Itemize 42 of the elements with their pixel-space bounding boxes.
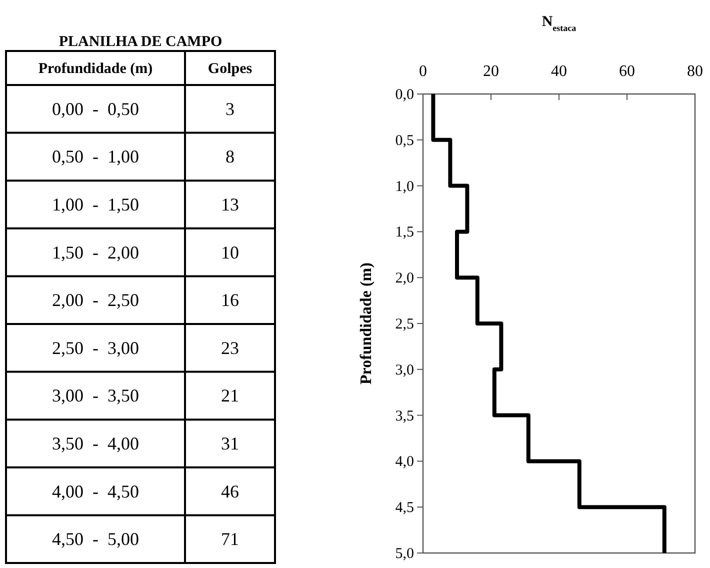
y-tick-label: 3,0 [395, 362, 414, 378]
y-tick-label: 2,5 [395, 316, 414, 332]
category-label: 1,00 - 1,50 [52, 194, 139, 214]
category-label: 0,00 - 0,50 [52, 98, 139, 119]
x-tick-label: 0 [419, 63, 427, 80]
y-tick-label: 1,5 [395, 224, 414, 241]
y-axis-title: Profundidade (m) [358, 262, 375, 384]
category-label: 1,50 - 2,00 [52, 242, 139, 262]
data-label: 23 [221, 338, 239, 358]
y-tick-label: 4,0 [395, 454, 414, 470]
y-tick-label: 3,5 [395, 408, 414, 424]
category-label: 3,50 - 4,00 [52, 434, 139, 454]
data-label: 8 [226, 146, 234, 167]
x-tick-label: 80 [687, 63, 703, 80]
text: Golpes [208, 61, 252, 77]
y-tick-label: 2,0 [395, 270, 414, 287]
data-label: 46 [221, 481, 239, 502]
category-label: 4,50 - 5,00 [52, 529, 139, 550]
x-tick-label: 60 [619, 63, 635, 80]
line-series [431, 92, 666, 555]
text: Profundidade (m) [38, 61, 153, 77]
y-tick-label: 0,5 [395, 132, 414, 149]
data-label: 3 [226, 98, 234, 119]
y-tick-label: 5,0 [395, 546, 414, 562]
y-tick-label: 0,0 [395, 87, 414, 103]
data-label: 16 [221, 290, 239, 310]
x-tick-label: 20 [483, 63, 499, 80]
data-label: 21 [221, 386, 239, 406]
data-label: 13 [221, 194, 239, 214]
category-label: 2,00 - 2,50 [52, 290, 139, 310]
data-label: 71 [221, 529, 239, 550]
category-label: 0,50 - 1,00 [52, 146, 139, 167]
x-axis-title: N$_{estaca}$ [542, 14, 577, 33]
y-tick-label: 4,5 [395, 500, 414, 516]
category-label: 4,00 - 4,50 [52, 481, 139, 502]
text: PLANILHA DE CAMPO [58, 34, 222, 50]
data-label: 10 [221, 242, 239, 262]
category-label: 2,50 - 3,00 [52, 338, 139, 358]
category-label: 3,00 - 3,50 [52, 386, 139, 406]
x-tick-label: 40 [551, 63, 567, 80]
data-label: 31 [221, 434, 239, 454]
y-tick-label: 1,0 [395, 178, 414, 195]
